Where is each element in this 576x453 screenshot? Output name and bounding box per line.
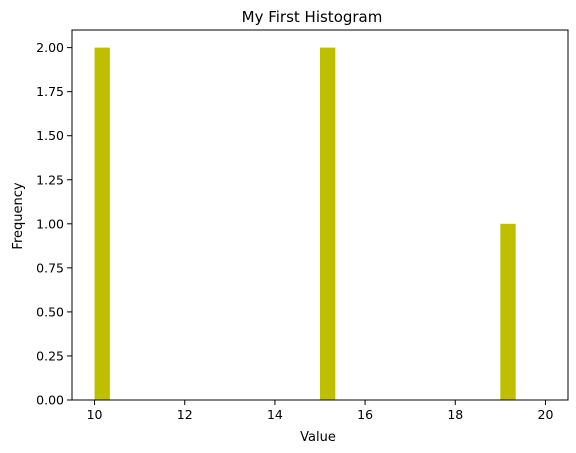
y-tick-label: 1.00 (36, 216, 64, 231)
histogram-bar-2 (500, 223, 516, 400)
x-tick-label: 10 (87, 407, 103, 422)
histogram-bar-0 (94, 47, 110, 400)
x-tick-label: 18 (447, 407, 463, 422)
x-axis: 10 12 14 16 18 20 (87, 400, 554, 422)
x-tick-label: 16 (357, 407, 373, 422)
y-tick-label: 0.25 (36, 348, 64, 363)
x-tick-label: 12 (177, 407, 193, 422)
plot-frame (71, 29, 569, 401)
y-tick-label: 1.75 (36, 84, 64, 99)
histogram-bar-1 (320, 47, 336, 400)
chart-title: My First Histogram (242, 8, 383, 26)
y-tick-label: 1.25 (36, 172, 64, 187)
y-axis: 0.00 0.25 0.50 0.75 1.00 1.25 1.50 1.75 2.00 (36, 40, 72, 408)
y-tick-label: 0.75 (36, 260, 64, 275)
y-axis-label: Frequency (11, 182, 26, 249)
x-tick-label: 14 (267, 407, 283, 422)
x-axis-label: Value (300, 430, 336, 445)
y-tick-label: 1.50 (36, 128, 64, 143)
x-tick-label: 20 (538, 407, 554, 422)
y-tick-label: 2.00 (36, 40, 64, 55)
bars-group (94, 47, 516, 400)
y-tick-label: 0.50 (36, 304, 64, 319)
y-tick-label: 0.00 (36, 393, 64, 408)
